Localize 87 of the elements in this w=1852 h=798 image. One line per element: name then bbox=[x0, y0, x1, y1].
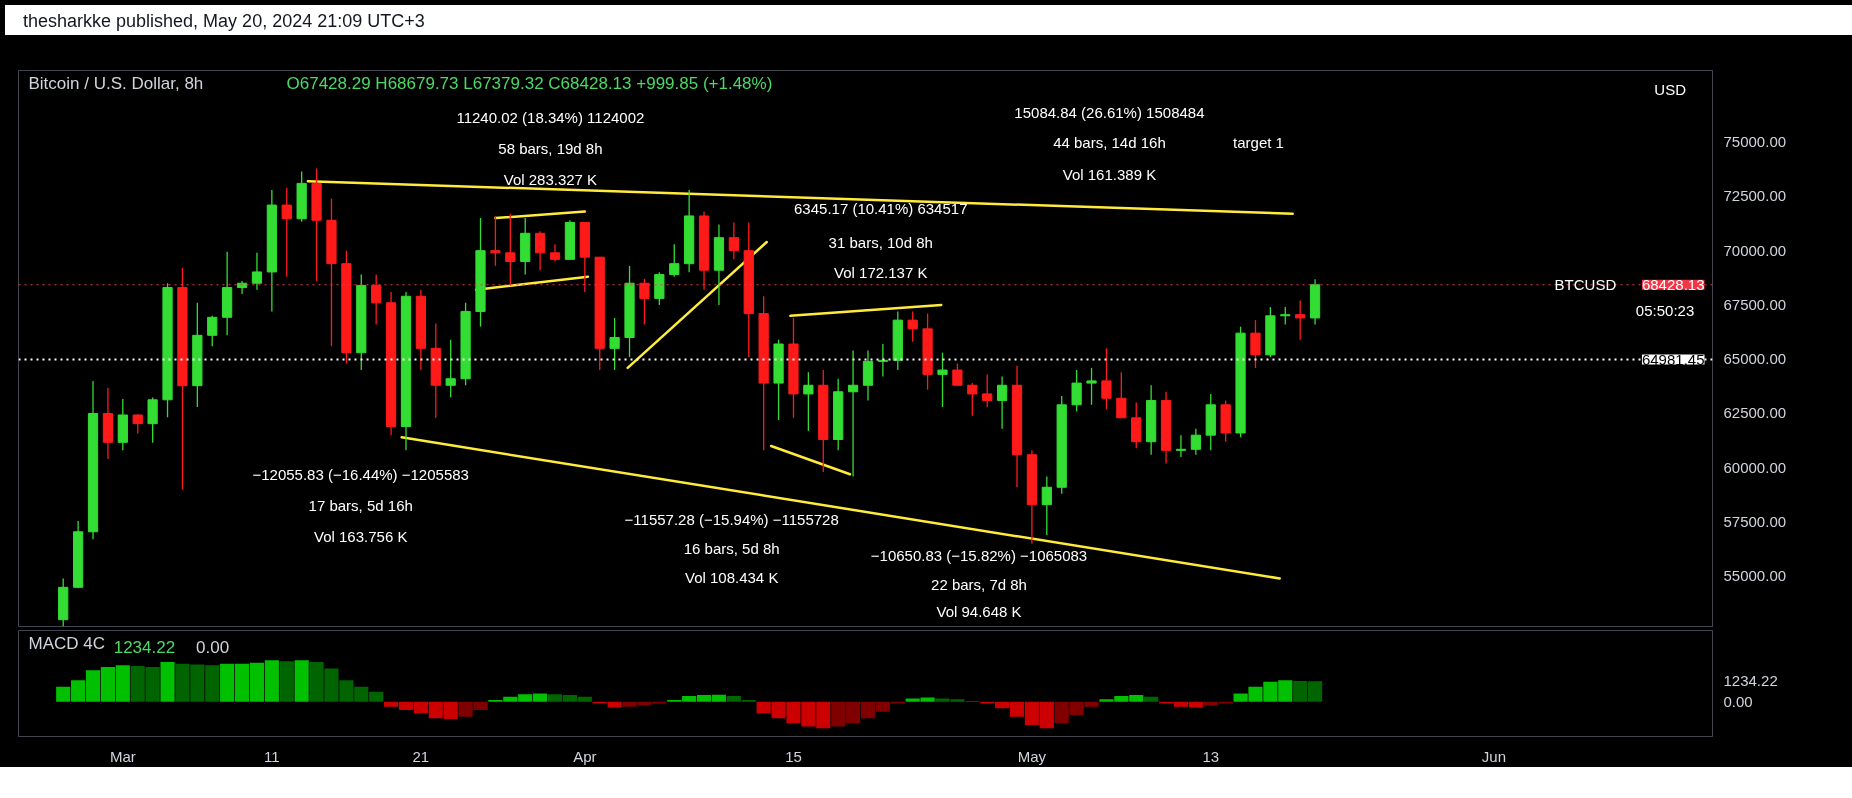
bar bbox=[279, 661, 294, 702]
annotation: 31 bars, 10d 8h bbox=[828, 233, 933, 251]
y-tick-label: 75000.00 bbox=[1723, 133, 1787, 151]
annotation: −10650.83 (−15.82%) −1065083 bbox=[870, 546, 1088, 564]
candlestick bbox=[251, 252, 263, 291]
candlestick bbox=[803, 371, 814, 432]
annotation: target 1 bbox=[1233, 133, 1284, 151]
candlestick bbox=[534, 230, 546, 271]
candlestick bbox=[147, 396, 158, 444]
chart-title: MACD 4C bbox=[28, 633, 106, 653]
candlestick bbox=[937, 352, 948, 408]
annotation: 44 bars, 14d 16h bbox=[1053, 134, 1166, 152]
candlestick bbox=[907, 310, 918, 343]
candlestick bbox=[847, 349, 859, 478]
annotation: −12055.83 (−16.44%) −1205583 bbox=[252, 465, 469, 483]
candlestick bbox=[1116, 371, 1127, 419]
candlestick bbox=[281, 187, 292, 278]
candlestick bbox=[967, 382, 978, 417]
x-tick-label: Jun bbox=[1481, 747, 1507, 765]
y-tick-label: 57500.00 bbox=[1723, 513, 1787, 530]
candlestick bbox=[445, 339, 456, 398]
annotation: 17 bars, 5d 16h bbox=[308, 497, 413, 515]
candlestick bbox=[207, 315, 218, 347]
bar bbox=[294, 660, 309, 702]
candlestick bbox=[609, 317, 620, 371]
annotation: USD bbox=[1654, 81, 1687, 99]
annotation: 15084.84 (26.61%) 1508484 bbox=[1014, 103, 1205, 121]
candlestick bbox=[371, 273, 382, 326]
annotation: 6345.17 (10.41%) 634517 bbox=[794, 200, 968, 218]
y-tick-label: 70000.00 bbox=[1723, 241, 1787, 259]
x-tick-label: Mar bbox=[109, 747, 136, 765]
candlestick bbox=[728, 221, 739, 260]
candlestick bbox=[862, 349, 874, 402]
y-tick-label: 55000.00 bbox=[1723, 567, 1787, 585]
candlestick bbox=[996, 375, 1008, 430]
annotation: Vol 283.327 K bbox=[503, 170, 598, 188]
candlestick bbox=[1295, 299, 1306, 341]
candlestick bbox=[1041, 475, 1052, 536]
ref-line-label: 64981.45 bbox=[1641, 350, 1705, 368]
candlestick bbox=[639, 278, 650, 326]
x-tick-label: May bbox=[1017, 747, 1047, 765]
candlestick bbox=[505, 213, 516, 287]
candlestick bbox=[669, 243, 680, 278]
annotation: −11557.28 (−15.94%) −1155728 bbox=[624, 510, 839, 528]
ref-line-label: 68428.13 bbox=[1641, 275, 1705, 293]
annotation: Vol 108.434 K bbox=[684, 568, 779, 586]
y-tick-label: 67500.00 bbox=[1723, 295, 1787, 313]
x-tick-label: 21 bbox=[412, 747, 430, 765]
candlestick bbox=[1086, 367, 1097, 406]
bar bbox=[160, 661, 175, 702]
annotation: 1234.22 bbox=[113, 637, 176, 657]
annotation: 16 bars, 5d 8h bbox=[683, 539, 780, 557]
candlestick bbox=[490, 215, 501, 267]
y-tick-label: 60000.00 bbox=[1723, 458, 1787, 476]
annotation: Vol 172.137 K bbox=[834, 264, 928, 282]
annotation: 05:50:23 bbox=[1635, 301, 1695, 319]
candlestick bbox=[1175, 434, 1187, 458]
candlestick bbox=[1071, 369, 1082, 412]
chart-title: Bitcoin / U.S. Dollar, 8h bbox=[28, 73, 204, 93]
x-tick-label: 13 bbox=[1202, 747, 1220, 765]
y-tick-label: 65000.00 bbox=[1723, 350, 1787, 368]
y-tick-label: 1234.22 bbox=[1723, 672, 1778, 690]
candlestick bbox=[1101, 347, 1112, 410]
candlestick bbox=[952, 362, 963, 386]
bar bbox=[1144, 696, 1159, 702]
candlestick bbox=[1250, 319, 1261, 369]
y-tick-label: 0.00 bbox=[1723, 692, 1753, 710]
annotation: Vol 94.648 K bbox=[936, 603, 1022, 621]
x-tick-label: Apr bbox=[573, 747, 597, 765]
annotation: Vol 163.756 K bbox=[313, 527, 408, 545]
candlestick bbox=[982, 373, 993, 408]
y-tick-label: 62500.00 bbox=[1723, 404, 1787, 422]
x-tick-label: 15 bbox=[785, 747, 802, 765]
annotation: 22 bars, 7d 8h bbox=[931, 575, 1027, 593]
y-tick-label: 72500.00 bbox=[1723, 187, 1787, 205]
annotation: BTCUSD bbox=[1554, 276, 1617, 294]
annotation: 11240.02 (18.34%) 1124002 bbox=[456, 109, 645, 127]
candlestick bbox=[1190, 428, 1201, 456]
candlestick bbox=[132, 413, 143, 435]
annotation: Vol 161.389 K bbox=[1062, 166, 1157, 184]
annotation: 58 bars, 19d 8h bbox=[498, 139, 603, 157]
candlestick bbox=[1131, 401, 1142, 449]
annotation: O67428.29 H68679.73 L67379.32 C68428.13 +999.85 (+1.48%) bbox=[286, 73, 773, 93]
x-tick-label: 11 bbox=[264, 747, 280, 765]
candlestick bbox=[654, 271, 665, 306]
annotation: 0.00 bbox=[196, 637, 230, 657]
chart-subtitle: thesharkke published, May 20, 2024 21:09 UTC+3 bbox=[23, 10, 425, 33]
